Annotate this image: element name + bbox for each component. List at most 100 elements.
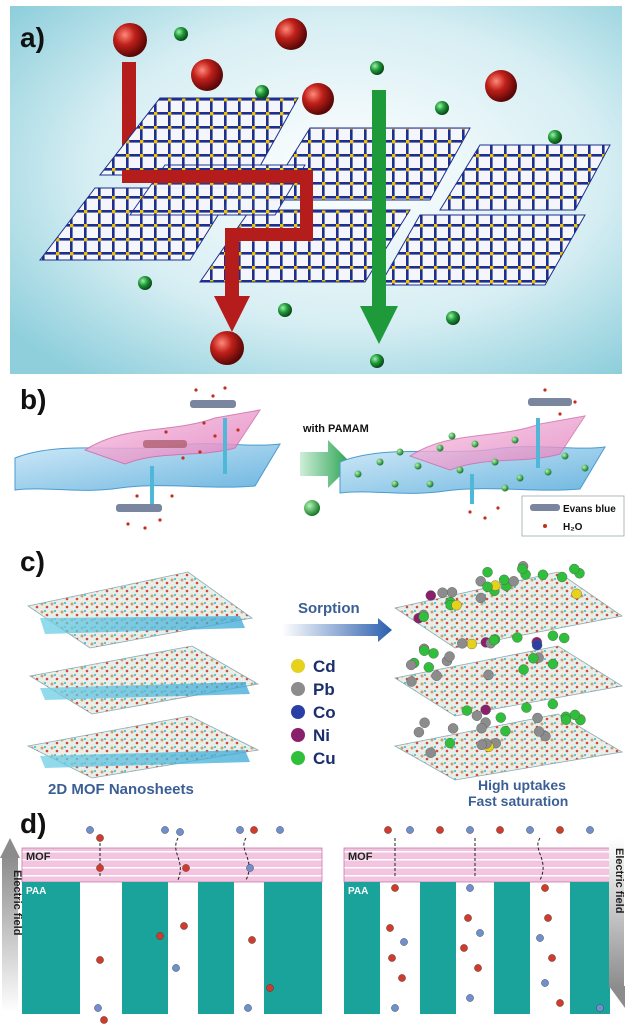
blue-ion [466, 826, 474, 834]
adsorbed-ion [406, 676, 417, 687]
red-ion [180, 922, 188, 930]
right-caption-line-1: High uptakes [478, 777, 566, 793]
adsorbed-ion [483, 669, 494, 681]
adsorbed-ion [476, 739, 487, 751]
membrane-after [339, 388, 606, 520]
adsorbed-ion [471, 710, 483, 721]
mof-nanosheets-after [393, 561, 624, 781]
adsorbed-ion [419, 717, 430, 728]
blue-ion [400, 938, 408, 946]
red-ion [100, 1016, 108, 1024]
legend-dot-ni [291, 728, 305, 742]
ions [86, 826, 604, 1024]
adsorbed-ion [482, 567, 493, 578]
panel-d-illustration: Electric field MOF PAA MOF PAA [0, 826, 625, 1024]
blue-ion [172, 964, 180, 972]
panel-b-illustration: with PAMAM Ev [14, 386, 625, 537]
adsorbed-ion [425, 747, 436, 758]
adsorbed-ion [560, 714, 572, 725]
adsorbed-ion [413, 726, 425, 738]
red-ion [541, 884, 549, 892]
adsorbed-ion [532, 712, 543, 724]
adsorbed-ion [461, 705, 473, 716]
blue-ion [466, 884, 474, 892]
membrane-right: MOF PAA [343, 837, 611, 1014]
green-direct-path [360, 90, 398, 344]
red-ion [556, 999, 564, 1007]
adsorbed-ion [547, 658, 559, 670]
adsorbed-ion [419, 645, 430, 656]
mof-nanosheets-before [26, 571, 260, 779]
panel-b-label: b) [20, 384, 47, 415]
electric-field-arrow-right: Electric field [609, 838, 625, 1008]
red-ion [248, 936, 256, 944]
legend-label-cd: Cd [313, 657, 336, 676]
adsorbed-ion [559, 632, 570, 644]
legend-dot-pb [291, 682, 305, 696]
legend-label-cu: Cu [313, 749, 336, 768]
blue-ion [406, 826, 414, 834]
legend-water: H₂O [563, 522, 583, 533]
red-ion [496, 826, 504, 834]
red-ion [556, 826, 564, 834]
panel-b-legend: Evans blue H₂O [521, 495, 625, 537]
electric-field-label-left: Electric field [11, 870, 23, 935]
adsorbed-ion [447, 723, 459, 734]
adsorbed-ion [406, 659, 417, 671]
adsorbed-ion [521, 702, 532, 713]
sorption-arrow [282, 618, 392, 642]
legend-dot-cd [291, 659, 305, 673]
legend-evans-blue: Evans blue [563, 504, 616, 515]
adsorbed-ion [569, 563, 580, 575]
red-ion [464, 914, 472, 922]
adsorbed-ion [437, 587, 448, 598]
blue-ion [246, 864, 254, 872]
panel-c-illustration: Sorption Cd Pb Co Ni Cu 2D MOF Nanosheets Hi… [26, 561, 624, 809]
panel-c: Sorption Cd Pb Co Ni Cu 2D MOF Nanosheets Hi… [0, 538, 625, 809]
process-arrow [300, 440, 352, 488]
red-ion [182, 864, 190, 872]
red-ion [386, 924, 394, 932]
red-ion [384, 826, 392, 834]
adsorbed-ion [418, 611, 429, 623]
adsorbed-ion [475, 576, 486, 587]
metal-legend: Cd Pb Co Ni Cu [291, 657, 336, 768]
electric-field-arrow-left: Electric field [0, 838, 23, 1012]
process-arrow-label: with PAMAM [302, 423, 369, 435]
electric-field-label-right: Electric field [613, 848, 625, 913]
red-ion [460, 944, 468, 952]
red-ion [266, 984, 274, 992]
red-ion [250, 826, 258, 834]
red-ion [391, 884, 399, 892]
legend-label-ni: Ni [313, 726, 330, 745]
adsorbed-ion [547, 698, 558, 710]
sorption-arrow-label: Sorption [298, 600, 360, 617]
panel-d: Electric field MOF PAA MOF PAA [0, 808, 625, 1027]
blue-ion [94, 1004, 102, 1012]
blue-ion [391, 1004, 399, 1012]
red-ion [398, 974, 406, 982]
adsorbed-ion [480, 704, 491, 716]
adsorbed-ion [428, 648, 439, 659]
adsorbed-ion [444, 737, 456, 749]
adsorbed-ion [537, 569, 549, 580]
blue-ion [466, 994, 474, 1002]
paa-label-left: PAA [26, 886, 46, 897]
adsorbed-ion [528, 653, 539, 664]
blue-ion [476, 929, 484, 937]
blue-ion [596, 1004, 604, 1012]
adsorbed-ion [569, 709, 581, 721]
blue-ion [244, 1004, 252, 1012]
red-ions [113, 18, 517, 365]
adsorbed-ion [517, 563, 528, 575]
adsorbed-ion [508, 576, 519, 587]
adsorbed-ion [498, 574, 510, 585]
adsorbed-ion [475, 592, 487, 604]
green-ions [138, 27, 562, 368]
red-ion [388, 954, 396, 962]
blue-ion [161, 826, 169, 834]
panel-c-label: c) [20, 546, 45, 577]
legend-label-co: Co [313, 703, 336, 722]
panel-a-illustration [10, 6, 622, 374]
legend-dot-co [291, 705, 305, 719]
